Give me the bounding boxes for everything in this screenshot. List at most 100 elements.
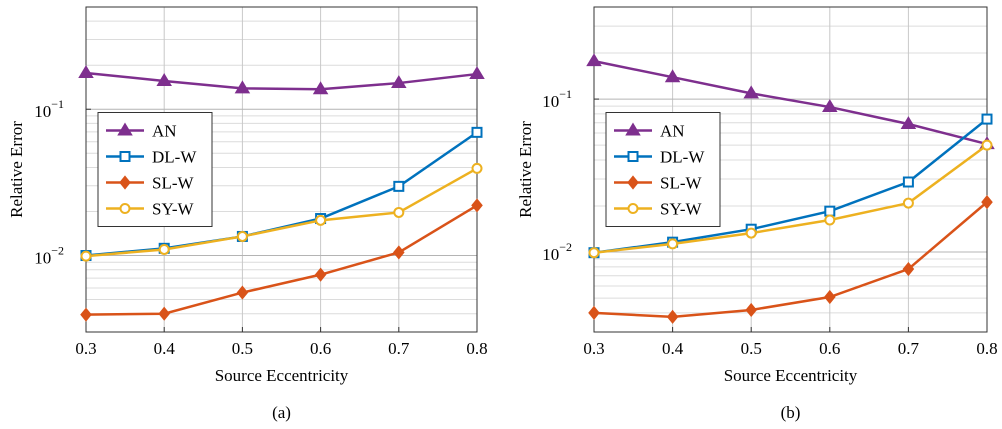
marker — [80, 307, 92, 322]
y-tick-base: 10 — [34, 102, 51, 121]
legend: AN DL-W SL-W SY-W — [605, 112, 721, 227]
marker — [588, 305, 600, 320]
marker — [981, 113, 993, 125]
x-axis-label: Source Eccentricity — [215, 366, 349, 385]
marker — [824, 214, 836, 226]
x-tick-label: 0.8 — [466, 339, 487, 358]
x-tick-label: 0.4 — [154, 339, 176, 358]
marker — [981, 139, 993, 151]
legend-marker — [627, 203, 639, 214]
legend-label: SY-W — [660, 200, 703, 219]
marker — [588, 247, 600, 259]
y-tick-base: 10 — [542, 92, 559, 111]
marker — [666, 309, 679, 324]
marker — [664, 69, 681, 83]
marker — [471, 126, 483, 138]
marker — [822, 99, 838, 113]
marker — [391, 75, 407, 89]
marker — [745, 302, 757, 318]
marker — [667, 238, 679, 250]
marker — [393, 180, 405, 192]
caption: (b) — [781, 403, 801, 422]
legend-marker — [119, 175, 131, 190]
x-tick-label: 0.7 — [388, 339, 410, 358]
marker — [80, 250, 92, 262]
y-tick-exponent: −2 — [559, 240, 572, 254]
marker — [902, 176, 914, 188]
y-tick-label: 10−1 — [34, 97, 64, 121]
marker — [902, 261, 915, 277]
series-line — [85, 167, 478, 258]
x-tick-label: 0.7 — [898, 339, 920, 358]
series-line — [85, 204, 478, 316]
x-tick-label: 0.8 — [976, 339, 997, 358]
x-tick-label: 0.3 — [583, 339, 604, 358]
legend-label: DL-W — [152, 148, 197, 167]
marker — [156, 73, 172, 86]
legend-marker — [627, 151, 639, 162]
legend-label: DL-W — [660, 148, 705, 167]
y-tick-exponent: −1 — [51, 97, 64, 111]
x-tick-label: 0.6 — [310, 339, 331, 358]
legend-marker — [119, 151, 131, 162]
legend-label: SL-W — [152, 174, 195, 193]
series-line — [593, 144, 988, 254]
legend-label: SL-W — [660, 174, 703, 193]
marker — [393, 245, 405, 260]
marker — [158, 306, 170, 321]
legend-marker — [627, 175, 639, 190]
marker — [236, 285, 249, 300]
series-line — [593, 59, 988, 146]
marker — [315, 214, 327, 226]
marker — [234, 80, 251, 94]
series-line — [593, 201, 988, 319]
legend-marker — [117, 122, 133, 136]
marker — [158, 243, 170, 255]
legend-label: SY-W — [152, 200, 195, 219]
x-tick-label: 0.4 — [662, 339, 684, 358]
x-axis-label: Source Eccentricity — [724, 366, 858, 385]
marker — [900, 116, 917, 130]
caption: (a) — [272, 403, 291, 422]
y-tick-exponent: −1 — [559, 87, 572, 101]
legend: AN DL-W SL-W SY-W — [97, 112, 213, 227]
x-tick-label: 0.3 — [75, 339, 96, 358]
marker — [981, 195, 993, 210]
series-line — [85, 71, 478, 91]
legend-marker — [119, 203, 131, 214]
marker — [393, 206, 405, 218]
legend-marker — [625, 122, 641, 136]
marker — [236, 230, 248, 242]
y-axis-label: Relative Error — [516, 121, 535, 218]
y-tick-base: 10 — [542, 245, 559, 264]
marker — [471, 198, 483, 213]
marker — [902, 197, 914, 209]
x-tick-label: 0.6 — [819, 339, 840, 358]
x-tick-label: 0.5 — [232, 339, 253, 358]
marker — [78, 65, 94, 78]
marker — [469, 66, 485, 80]
marker — [471, 162, 483, 174]
marker — [745, 227, 757, 239]
marker — [314, 267, 327, 282]
marker — [824, 289, 836, 305]
marker — [312, 81, 329, 95]
y-tick-base: 10 — [34, 249, 51, 268]
plot-frame — [593, 6, 988, 333]
marker — [743, 85, 759, 99]
x-tick-label: 0.5 — [741, 339, 762, 358]
marker — [824, 205, 836, 217]
series-line — [593, 118, 988, 254]
legend-label: AN — [660, 122, 685, 141]
marker — [586, 53, 602, 67]
y-axis-label: Relative Error — [7, 121, 26, 218]
y-tick-label: 10−2 — [34, 244, 64, 268]
y-tick-label: 10−1 — [542, 87, 572, 111]
y-tick-exponent: −2 — [51, 244, 64, 258]
y-tick-label: 10−2 — [542, 240, 572, 264]
legend-label: AN — [152, 122, 177, 141]
